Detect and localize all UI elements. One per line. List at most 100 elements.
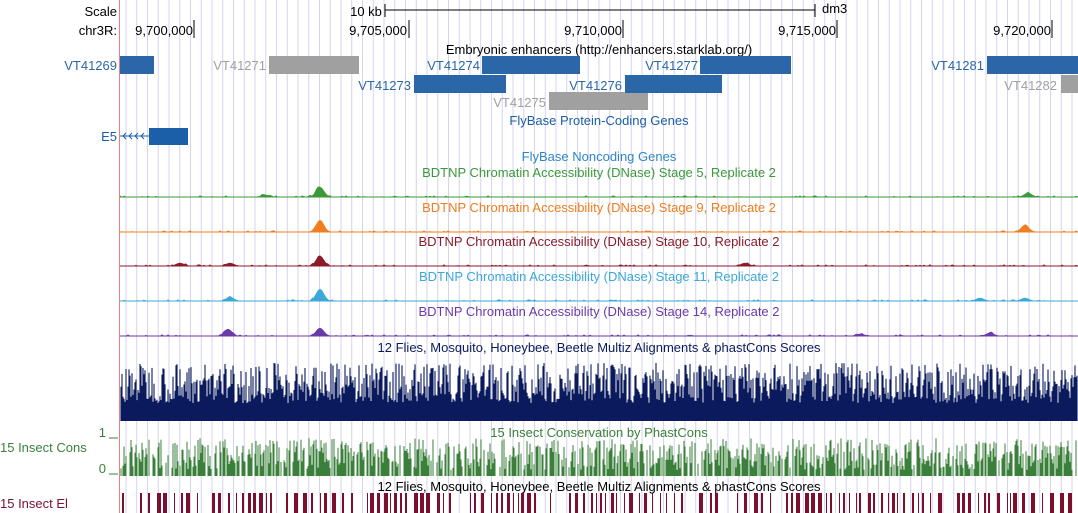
conserved-element[interactable]: [1068, 493, 1072, 513]
conserved-element[interactable]: [236, 493, 237, 513]
enhancer-feature[interactable]: [625, 75, 722, 93]
conserved-element[interactable]: [897, 493, 898, 513]
conserved-element[interactable]: [390, 493, 391, 513]
conserved-element[interactable]: [715, 493, 718, 513]
conserved-element[interactable]: [332, 493, 336, 513]
conserved-element[interactable]: [294, 493, 298, 513]
conserved-element[interactable]: [818, 493, 822, 513]
conserved-element[interactable]: [253, 493, 256, 513]
conserved-element[interactable]: [140, 493, 142, 513]
conserved-element[interactable]: [843, 493, 845, 513]
conserved-element[interactable]: [324, 493, 327, 513]
enhancer-feature[interactable]: [1061, 75, 1078, 93]
conserved-element[interactable]: [922, 493, 924, 513]
conserved-element[interactable]: [770, 493, 771, 513]
conserved-element[interactable]: [699, 493, 703, 513]
enhancer-label[interactable]: VT41275: [493, 95, 546, 110]
multiz-conservation-graph[interactable]: [0, 355, 1078, 425]
conserved-element[interactable]: [984, 493, 986, 513]
enhancer-label[interactable]: VT41269: [64, 58, 117, 73]
dnase-signal[interactable]: [0, 213, 1078, 235]
conserved-element[interactable]: [859, 493, 861, 513]
conserved-element[interactable]: [660, 493, 661, 513]
conserved-element[interactable]: [666, 493, 667, 513]
enhancer-feature[interactable]: [120, 56, 154, 74]
conserved-element[interactable]: [384, 493, 388, 513]
enhancer-label[interactable]: VT41276: [569, 78, 622, 93]
conserved-element[interactable]: [181, 493, 183, 513]
conserved-element[interactable]: [320, 493, 321, 513]
conserved-element[interactable]: [491, 493, 492, 513]
conserved-element[interactable]: [470, 493, 471, 513]
conserved-element[interactable]: [674, 493, 675, 513]
conserved-element[interactable]: [286, 493, 288, 513]
conserved-element[interactable]: [303, 493, 307, 513]
enhancer-label[interactable]: VT41282: [1004, 78, 1057, 93]
conserved-element[interactable]: [148, 493, 150, 513]
conserved-element[interactable]: [591, 493, 593, 513]
conserved-element[interactable]: [1060, 493, 1064, 513]
conserved-element[interactable]: [997, 493, 1000, 513]
conserved-element[interactable]: [1010, 493, 1011, 513]
conserved-element[interactable]: [888, 493, 889, 513]
conserved-element[interactable]: [1013, 493, 1017, 513]
conserved-element[interactable]: [681, 493, 683, 513]
conserved-element[interactable]: [443, 493, 444, 513]
gene-label[interactable]: E5: [101, 129, 117, 144]
conserved-element[interactable]: [639, 493, 640, 513]
enhancer-label[interactable]: VT41271: [213, 58, 266, 73]
conserved-element[interactable]: [605, 493, 606, 513]
conserved-element[interactable]: [521, 493, 524, 513]
conserved-element[interactable]: [930, 493, 931, 513]
conserved-element[interactable]: [744, 493, 747, 513]
conserved-element[interactable]: [611, 493, 614, 513]
conserved-element[interactable]: [270, 493, 272, 513]
enhancer-feature[interactable]: [482, 56, 580, 74]
conserved-element[interactable]: [791, 493, 793, 513]
enhancer-label[interactable]: VT41281: [931, 58, 984, 73]
conserved-element[interactable]: [414, 493, 418, 513]
conserved-element[interactable]: [575, 493, 578, 513]
conserved-element[interactable]: [918, 493, 919, 513]
conserved-element[interactable]: [912, 493, 914, 513]
conserved-element[interactable]: [596, 493, 597, 513]
conserved-element[interactable]: [826, 493, 827, 513]
conserved-element[interactable]: [248, 493, 251, 513]
conserved-element[interactable]: [259, 493, 263, 513]
enhancer-feature[interactable]: [269, 56, 359, 74]
conserved-element[interactable]: [311, 493, 313, 513]
conserved-element[interactable]: [518, 493, 519, 513]
conserved-element[interactable]: [805, 493, 809, 513]
conserved-element[interactable]: [534, 493, 536, 513]
conserved-element[interactable]: [652, 493, 653, 513]
conserved-element[interactable]: [616, 493, 617, 513]
conserved-element[interactable]: [367, 493, 368, 513]
conserved-element[interactable]: [761, 493, 763, 513]
conserved-element[interactable]: [881, 493, 883, 513]
conserved-element[interactable]: [629, 493, 633, 513]
conserved-element[interactable]: [600, 493, 602, 513]
dnase-signal[interactable]: [0, 178, 1078, 200]
conserved-element[interactable]: [474, 493, 476, 513]
enhancer-feature[interactable]: [987, 56, 1078, 74]
enhancer-feature[interactable]: [700, 56, 791, 74]
conserved-element[interactable]: [527, 493, 531, 513]
conserved-element[interactable]: [513, 493, 514, 513]
enhancer-feature[interactable]: [414, 75, 506, 93]
gene-feature[interactable]: [118, 125, 190, 147]
dnase-signal[interactable]: [0, 282, 1078, 304]
conserved-element[interactable]: [437, 493, 440, 513]
dnase-signal[interactable]: [0, 317, 1078, 339]
conserved-element[interactable]: [830, 493, 832, 513]
conserved-element[interactable]: [968, 493, 971, 513]
conserved-element[interactable]: [796, 493, 800, 513]
conserved-element[interactable]: [938, 493, 942, 513]
conserved-element[interactable]: [218, 493, 221, 513]
conserved-element[interactable]: [550, 493, 551, 513]
conserved-element[interactable]: [1007, 493, 1008, 513]
conserved-element[interactable]: [377, 493, 380, 513]
conserved-element[interactable]: [449, 493, 451, 513]
conserved-element[interactable]: [370, 493, 374, 513]
conserved-element[interactable]: [266, 493, 267, 513]
conserved-elements[interactable]: [0, 493, 1078, 513]
